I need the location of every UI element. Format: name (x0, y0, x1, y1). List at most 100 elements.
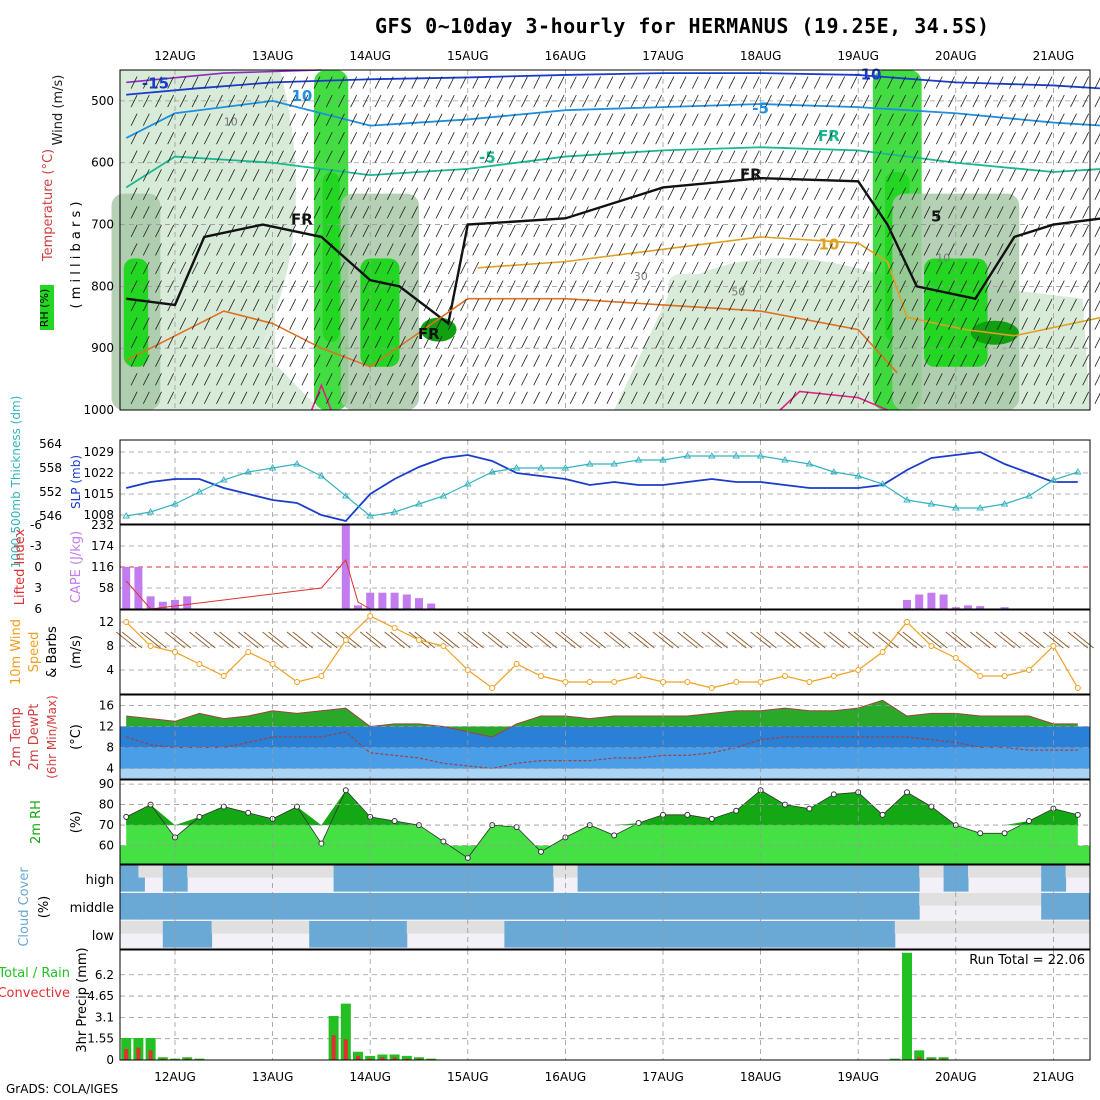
wind-barb-10m (146, 631, 167, 649)
wind-barb (350, 206, 358, 219)
wind-barb (765, 224, 772, 238)
wind-barb (728, 298, 736, 312)
cloud-cell (1065, 893, 1091, 920)
wind-barb (496, 243, 504, 256)
wind-barb (594, 373, 602, 386)
wind-barb (826, 336, 833, 349)
wind-barb (1094, 133, 1100, 145)
wind-barb (179, 187, 187, 200)
legend-total-rain: Total / Rain (0, 966, 70, 981)
wind-barb (435, 261, 443, 275)
wind-barb (155, 298, 162, 312)
wind-barb (313, 113, 321, 126)
wind-barb-10m (872, 631, 893, 649)
wind-barb (826, 391, 833, 404)
wind-barb (996, 224, 1004, 238)
wind-barb (1094, 262, 1100, 275)
date-label-bottom: 16AUG (545, 1070, 587, 1084)
thickness-marker (610, 460, 618, 467)
wind-barb (447, 150, 455, 163)
wind-barb (545, 391, 553, 404)
wind-barb (521, 298, 528, 312)
wind-barb (1094, 95, 1100, 108)
wind-barb (264, 391, 272, 404)
wind-barb (460, 224, 467, 238)
wind-barb (1045, 261, 1053, 275)
thickness-marker (512, 464, 521, 471)
wind-barb (374, 94, 382, 108)
wind-barb-10m (682, 631, 704, 649)
wind-barb (801, 261, 809, 275)
wind-barb (338, 224, 345, 238)
cloud-cell (333, 921, 359, 948)
cape-bar (915, 594, 924, 609)
wind-barb (948, 298, 955, 312)
wind-barb (935, 261, 943, 275)
wind-barb (252, 206, 260, 219)
wind-barb (191, 150, 199, 163)
wind-barb (826, 354, 833, 367)
wind-barb (167, 76, 175, 89)
wind-barb (423, 187, 431, 200)
wind-barb (277, 261, 284, 275)
wind-barb (740, 132, 748, 145)
wind-barb (618, 206, 626, 219)
wind-barb (1021, 317, 1029, 330)
wind-barb (1070, 354, 1077, 367)
wind-barb (826, 317, 833, 330)
wind-barb (838, 336, 846, 349)
wind-barb (850, 169, 858, 182)
wind-barb (1033, 224, 1041, 238)
cloud-cell (894, 921, 920, 934)
wind-barb (203, 113, 211, 126)
wind-barb (679, 354, 687, 367)
wind-barb (130, 280, 138, 293)
temp-contour (126, 72, 1100, 96)
wind-barb (740, 261, 748, 275)
wind-barb (923, 298, 931, 312)
wind-barb (960, 206, 968, 219)
wind-barb (228, 76, 236, 89)
wind-barb (130, 187, 138, 200)
wind-barb (545, 169, 553, 182)
wind-barb (813, 317, 821, 330)
date-label-top: 13AUG (252, 49, 294, 63)
wind-barb (862, 76, 870, 89)
wind-barb-10m (628, 631, 649, 649)
wind-barb (228, 336, 236, 349)
wind-barb (216, 354, 223, 367)
wind-barb (191, 373, 199, 386)
wind-barb (411, 317, 419, 330)
wind-barb (899, 317, 907, 330)
wind-barb (472, 94, 480, 108)
thickness-marker (830, 468, 838, 475)
cloud-cell (309, 921, 335, 948)
wind-barb (362, 243, 370, 256)
cloud-cell (406, 921, 432, 934)
wind-barb (350, 76, 358, 89)
wind-barb (216, 243, 223, 256)
wind-barb (960, 187, 968, 200)
wind-barb (618, 373, 626, 386)
wind-barb (350, 169, 358, 182)
wind-barb (606, 94, 614, 108)
wind-barb (533, 132, 541, 145)
wind-barb (911, 317, 919, 330)
wind-barb (1021, 206, 1029, 219)
wind-barb (399, 94, 406, 108)
wind-barb (1057, 261, 1065, 275)
wind-barb (679, 169, 687, 182)
wind-barb (411, 373, 419, 386)
wind-barb (691, 132, 699, 145)
thickness-marker (366, 512, 374, 519)
wind-barb (874, 336, 882, 349)
wind-barb (484, 354, 492, 367)
wind-barb (1021, 76, 1029, 89)
wind-barb (862, 336, 870, 349)
wind-barb (582, 354, 589, 367)
wind-barb (1033, 76, 1041, 89)
wind-barb (996, 94, 1004, 108)
wind-barb (155, 206, 162, 219)
cloud-cell (1016, 893, 1042, 906)
